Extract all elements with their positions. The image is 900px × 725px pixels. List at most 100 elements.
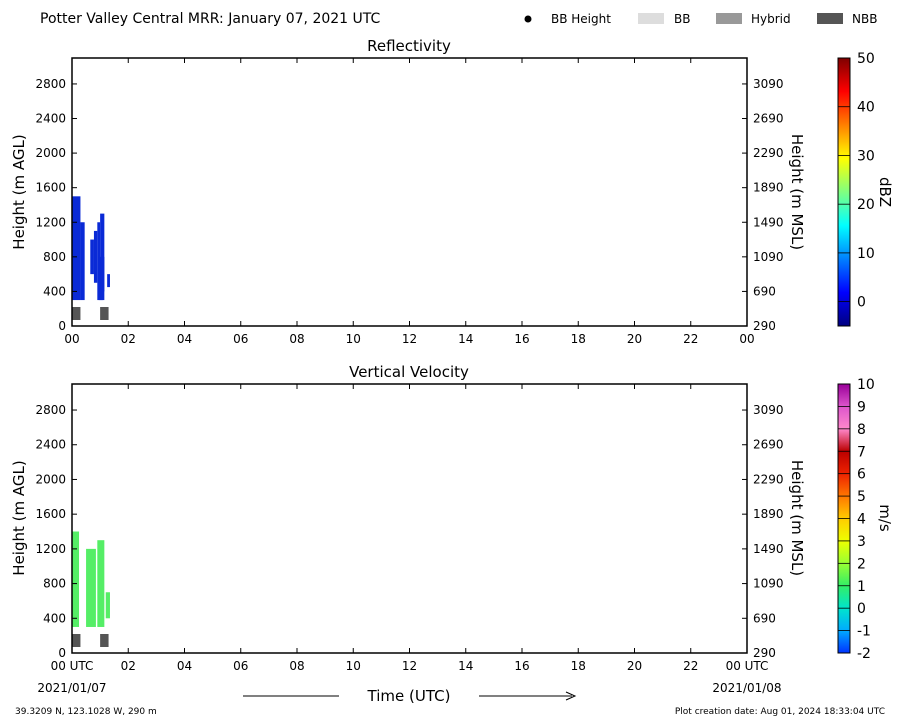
colorbar-tick-label: 10 — [857, 246, 875, 262]
plot-frame — [71, 57, 748, 327]
bright-band-marker — [72, 307, 81, 320]
data-band — [100, 213, 105, 292]
vertical-velocity-panel: Vertical Velocity Height (m AGL) Height … — [10, 363, 894, 695]
y-tick-label: 800 — [43, 577, 66, 591]
y-tick-label: 2000 — [35, 146, 66, 160]
reflectivity-panel: Reflectivity Height (m AGL) Height (m MS… — [10, 37, 894, 346]
data-band — [72, 531, 80, 627]
colorbar-tick-label: 1 — [857, 579, 866, 595]
y-tick-label: 400 — [43, 284, 66, 298]
y-tick-label: 2000 — [35, 472, 66, 486]
data-band — [86, 548, 96, 627]
legend-nbb-swatch — [817, 13, 843, 24]
colorbar-tick-label: 2 — [857, 556, 866, 572]
x-tick-label: 14 — [458, 332, 473, 346]
data-band — [97, 540, 105, 627]
colorbar-tick-label: 20 — [857, 197, 875, 213]
reflectivity-colorbar-label: dBZ — [876, 177, 894, 207]
x-tick-label: 10 — [346, 332, 361, 346]
x-tick-label: 18 — [571, 659, 586, 673]
y-tick-label-right: 690 — [753, 611, 776, 625]
y-tick-label-right: 3090 — [753, 77, 784, 91]
x-tick-label: 00 UTC — [51, 659, 94, 673]
colorbar-tick-label: 7 — [857, 444, 866, 460]
y-tick-label-right: 2290 — [753, 146, 784, 160]
velocity-ylabel-right: Height (m MSL) — [788, 460, 806, 576]
colorbar-tick-label: 50 — [857, 51, 875, 67]
colorbar-tick-label: 0 — [857, 601, 866, 617]
y-tick-label: 2800 — [35, 403, 66, 417]
colorbar-tick-label: 9 — [857, 399, 866, 415]
reflectivity-title: Reflectivity — [367, 37, 451, 55]
colorbar-tick-label: 6 — [857, 467, 866, 483]
bright-band-marker — [100, 634, 109, 647]
legend-bb-label: BB — [674, 12, 690, 26]
colorbar-tick-label: -1 — [857, 624, 871, 640]
y-tick-label: 800 — [43, 250, 66, 264]
data-band — [105, 592, 110, 619]
legend-nbb-label: NBB — [852, 12, 877, 26]
y-tick-label: 0 — [58, 646, 66, 660]
y-tick-label-right: 1090 — [753, 250, 784, 264]
x-tick-label: 20 — [627, 659, 642, 673]
reflectivity-ylabel: Height (m AGL) — [10, 134, 28, 249]
y-tick-label: 400 — [43, 611, 66, 625]
y-tick-label-right: 1090 — [753, 577, 784, 591]
x-tick-label: 14 — [458, 659, 473, 673]
x-tick-label: 06 — [233, 332, 248, 346]
x-tick-label: 22 — [683, 659, 698, 673]
y-tick-label: 2400 — [35, 438, 66, 452]
y-tick-label-right: 1890 — [753, 507, 784, 521]
y-tick-label-right: 1490 — [753, 215, 784, 229]
y-tick-label-right: 1890 — [753, 181, 784, 195]
x-tick-label: 08 — [289, 332, 304, 346]
legend-hybrid-swatch — [716, 13, 742, 24]
data-band — [93, 230, 98, 283]
start-date-label: 2021/01/07 — [37, 681, 106, 695]
legend-hybrid-label: Hybrid — [751, 12, 791, 26]
colorbar-tick-label: 40 — [857, 100, 875, 116]
colorbar-tick-label: 4 — [857, 512, 866, 528]
legend-bb-swatch — [638, 13, 664, 24]
colorbar-tick-label: 10 — [857, 377, 875, 393]
location-text: 39.3209 N, 123.1028 W, 290 m — [15, 707, 157, 717]
x-tick-label: 04 — [177, 659, 192, 673]
x-tick-label: 22 — [683, 332, 698, 346]
reflectivity-ylabel-right: Height (m MSL) — [788, 134, 806, 250]
x-tick-label: 02 — [121, 332, 136, 346]
y-tick-label-right: 3090 — [753, 403, 784, 417]
y-tick-label-right: 290 — [753, 319, 776, 333]
time-axis-label: Time (UTC) — [243, 687, 577, 705]
end-date-label: 2021/01/08 — [712, 681, 781, 695]
y-tick-label: 1200 — [35, 215, 66, 229]
x-tick-label: 02 — [121, 659, 136, 673]
velocity-title: Vertical Velocity — [349, 363, 469, 381]
data-band — [107, 274, 110, 288]
creation-date-text: Plot creation date: Aug 01, 2024 18:33:0… — [675, 707, 885, 717]
y-tick-label-right: 290 — [753, 646, 776, 660]
bright-band-marker — [100, 307, 109, 320]
y-tick-label: 1600 — [35, 181, 66, 195]
y-tick-label: 1200 — [35, 542, 66, 556]
colorbar-tick-label: 0 — [857, 295, 866, 311]
x-tick-label: 16 — [514, 332, 529, 346]
x-tick-label: 06 — [233, 659, 248, 673]
y-tick-label-right: 2290 — [753, 472, 784, 486]
y-tick-label: 1600 — [35, 507, 66, 521]
x-tick-label: 12 — [402, 332, 417, 346]
x-tick-label: 00 — [739, 332, 754, 346]
plot-title: Potter Valley Central MRR: January 07, 2… — [40, 11, 380, 27]
x-tick-label: 12 — [402, 659, 417, 673]
x-tick-label: 20 — [627, 332, 642, 346]
bright-band-marker — [72, 634, 81, 647]
velocity-colorbar-label: m/s — [876, 504, 894, 532]
x-tick-label: 10 — [346, 659, 361, 673]
legend-bb-height-marker — [524, 15, 532, 23]
y-tick-label: 2800 — [35, 77, 66, 91]
y-tick-label-right: 2690 — [753, 438, 784, 452]
x-tick-label: 08 — [289, 659, 304, 673]
colorbar-tick-label: -2 — [857, 646, 871, 662]
colorbar-tick-label: 5 — [857, 489, 866, 505]
legend-bb-height-label: BB Height — [551, 12, 611, 26]
xlabel: Time (UTC) — [367, 687, 451, 705]
